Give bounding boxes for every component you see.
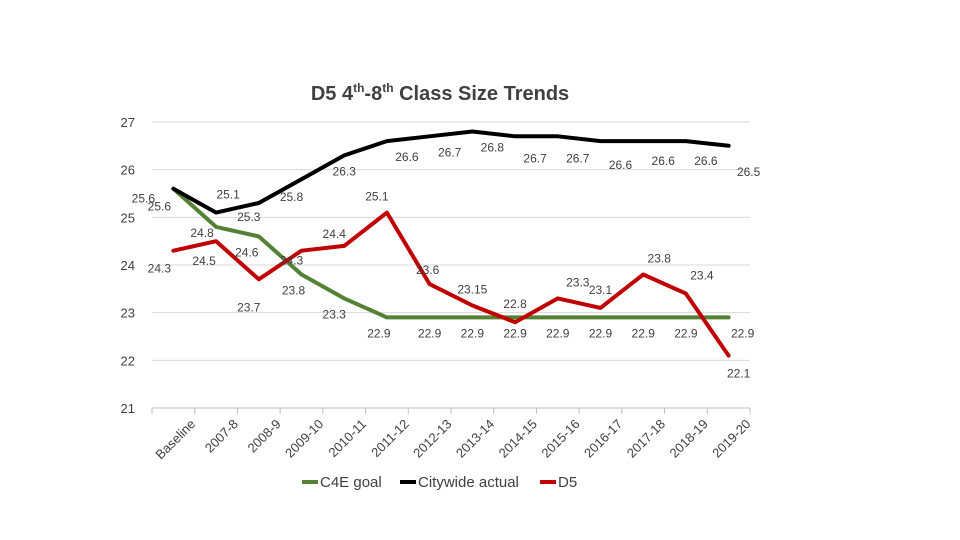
data-label: 26.3 [333, 164, 357, 178]
data-label: 25.1 [365, 190, 389, 204]
series-line-d5 [171, 210, 731, 358]
data-label: 23.8 [648, 252, 672, 266]
data-label: 22.9 [418, 326, 442, 340]
data-label: 22.9 [461, 326, 485, 340]
x-tick-label: 2012-13 [410, 416, 454, 460]
data-label: 24.6 [235, 245, 259, 259]
data-labels: 25.6 24.8 24.6 23.8 23.3 22.9 22.9 22.9 22.9 22.9… [132, 141, 761, 381]
data-label: 23.7 [237, 300, 261, 314]
data-label: 22.1 [727, 367, 751, 381]
data-label: 26.5 [737, 165, 761, 179]
data-label: 22.9 [674, 326, 698, 340]
y-tick-label: 23 [121, 306, 135, 321]
x-tick-label: 2013-14 [453, 416, 497, 460]
data-label: 24.3 [280, 254, 304, 268]
x-tick-label: Baseline [152, 416, 198, 462]
data-label: 26.6 [395, 150, 419, 164]
data-label: 23.3 [566, 275, 590, 289]
data-label: 23.4 [690, 269, 714, 283]
series-line-c4e-goal [171, 186, 731, 320]
y-tick-label: 22 [121, 353, 135, 368]
data-label: 22.9 [731, 326, 755, 340]
data-label: 22.9 [367, 326, 391, 340]
data-label: 23.3 [323, 307, 347, 321]
y-tick-label: 27 [121, 115, 135, 130]
data-label: 22.9 [589, 326, 613, 340]
data-label: 26.7 [523, 151, 547, 165]
data-label: 25.6 [148, 200, 172, 214]
y-tick-label: 24 [121, 258, 135, 273]
x-tick-label: 2019-20 [709, 416, 753, 460]
data-label: 24.4 [323, 227, 347, 241]
data-label: 22.9 [503, 326, 527, 340]
data-label: 24.8 [190, 226, 214, 240]
y-tick-label: 26 [121, 163, 135, 178]
legend-label: C4E goal [320, 474, 382, 491]
data-label: 26.6 [652, 154, 676, 168]
data-label: 23.8 [282, 284, 306, 298]
data-label: 23.15 [457, 283, 487, 297]
series-line-citywide-actual [171, 129, 731, 215]
legend: C4E goal Citywide actual D5 [302, 474, 577, 491]
data-label: 26.6 [609, 158, 633, 172]
data-label: 23.6 [416, 263, 440, 277]
x-tick-label: 2008-9 [244, 416, 283, 455]
data-label: 24.3 [148, 262, 172, 276]
gridlines [152, 121, 750, 409]
series-lines [171, 129, 731, 358]
data-label: 25.1 [216, 188, 240, 202]
y-tick-label: 21 [121, 401, 135, 416]
x-tick-label: 2016-17 [581, 416, 625, 460]
data-label: 26.7 [438, 145, 462, 159]
x-tick-label: 2017-18 [624, 416, 668, 460]
x-tick-label: 2014-15 [496, 416, 540, 460]
data-label: 25.3 [237, 210, 261, 224]
data-label: 26.6 [694, 154, 718, 168]
x-tick-label: 2015-16 [538, 416, 582, 460]
x-tick-label: 2011-12 [368, 416, 412, 460]
x-tick-label: 2007-8 [202, 416, 241, 455]
x-tick-label: 2010-11 [325, 416, 369, 460]
legend-label: D5 [558, 474, 577, 491]
data-label: 26.7 [566, 151, 590, 165]
data-label: 22.9 [632, 326, 656, 340]
data-label: 24.5 [192, 254, 216, 268]
y-tick-label: 25 [121, 210, 135, 225]
data-label: 26.8 [481, 141, 505, 155]
data-label: 25.8 [280, 190, 304, 204]
data-label: 25.6 [132, 192, 156, 206]
data-label: 22.8 [503, 297, 527, 311]
legend-label: Citywide actual [418, 474, 519, 491]
x-tick-label: 2018-19 [666, 416, 710, 460]
chart-title: D5 4th-8th Class Size Trends [311, 81, 569, 105]
data-label: 22.9 [546, 326, 570, 340]
y-axis: 21 22 23 24 25 26 27 [121, 115, 135, 416]
data-label: 23.1 [589, 283, 613, 297]
x-tick-label: 2009-10 [282, 416, 326, 460]
